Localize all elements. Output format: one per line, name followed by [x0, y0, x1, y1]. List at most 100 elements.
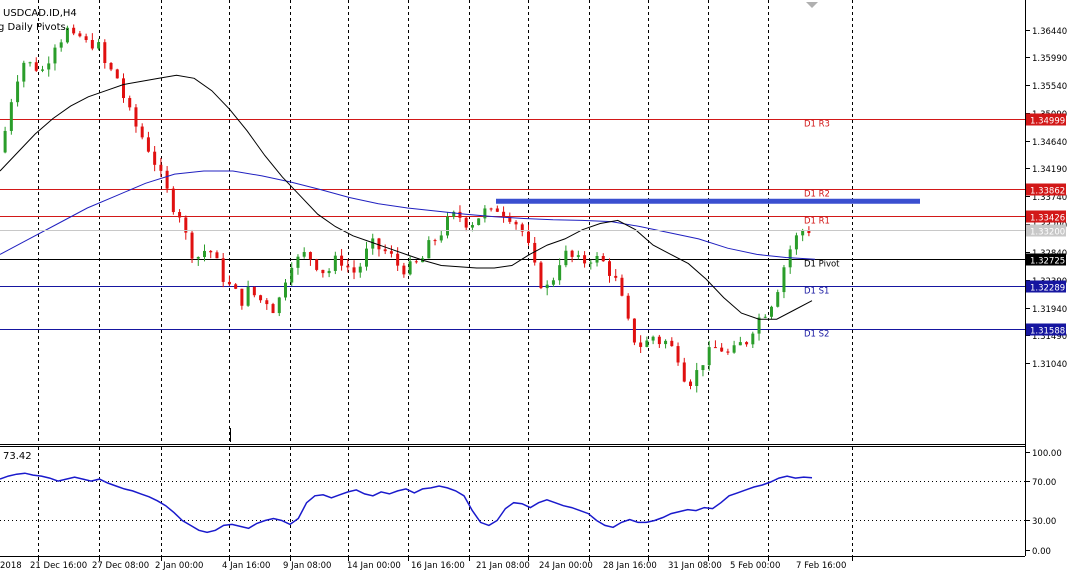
pivot-price-tag: [1026, 253, 1066, 266]
candlestick: [589, 259, 593, 270]
candle-body: [558, 265, 562, 281]
candlestick: [215, 250, 219, 259]
candle-body: [296, 256, 300, 268]
candlestick: [296, 254, 300, 275]
candle-body: [483, 208, 487, 219]
candle-body: [203, 250, 206, 258]
candlestick: [346, 258, 350, 273]
candle-body: [664, 340, 668, 345]
candle-body: [626, 295, 630, 319]
candle-body: [396, 253, 400, 266]
candle-body: [701, 365, 705, 371]
pivot-level-name: D1 R1: [804, 217, 830, 227]
candle-body: [620, 277, 624, 296]
candlestick: [184, 215, 188, 240]
candle-body: [726, 351, 730, 353]
time-axis[interactable]: 2018 21 Dec 16:00 27 Dec 08:00 2 Jan 00:00 4…: [0, 557, 853, 571]
candle-body: [72, 27, 76, 34]
candle-body: [433, 240, 437, 242]
candle-body: [315, 259, 319, 270]
candle-body: [265, 300, 269, 305]
candle-body: [801, 230, 805, 236]
candlestick: [446, 212, 449, 239]
candle-body: [252, 286, 256, 296]
chart-shift-marker-icon[interactable]: [806, 2, 818, 8]
current-price-tag: [1026, 224, 1066, 237]
candlestick: [570, 249, 574, 263]
candle-body: [595, 256, 599, 263]
oscillator-subwindow[interactable]: [0, 447, 1025, 556]
candlestick: [751, 331, 755, 349]
pivot-price-tag-label: 1.34999: [1030, 117, 1065, 127]
candlestick: [676, 342, 680, 366]
candlestick: [632, 318, 636, 346]
candle-body: [770, 306, 773, 317]
candle-body: [502, 211, 506, 217]
candlestick: [483, 205, 487, 223]
candle-body: [427, 240, 431, 259]
candlestick: [651, 335, 655, 345]
candle-body: [346, 265, 350, 268]
candlestick: [277, 296, 281, 317]
candlestick: [383, 244, 387, 255]
candle-body: [689, 381, 692, 386]
candlestick: [495, 205, 499, 213]
candlestick: [639, 335, 643, 353]
candle-body: [122, 78, 125, 99]
candlestick: [333, 251, 337, 275]
pivot-price-tag: [1026, 210, 1066, 223]
candle-body: [16, 81, 20, 103]
candle-body: [115, 69, 119, 79]
candle-body: [545, 284, 549, 289]
fast-moving-average-line: [0, 74, 813, 320]
candle-body: [707, 347, 711, 366]
candlestick: [794, 232, 798, 255]
candle-body: [788, 249, 792, 268]
candlestick: [159, 157, 163, 178]
price-chart-area[interactable]: D1 R3 D1 R2 D1 R1 D1 Pivot D1 S1 D1 S2: [0, 0, 1025, 444]
candlestick: [713, 340, 717, 349]
candle-body: [9, 102, 13, 131]
candlestick: [807, 226, 811, 237]
candlestick: [352, 260, 356, 280]
candlestick: [745, 341, 749, 347]
candlestick: [365, 241, 368, 271]
candlestick: [664, 339, 668, 349]
candle-body: [165, 170, 169, 189]
candlestick: [134, 104, 138, 133]
price-tick-label: 1.35990: [1032, 54, 1067, 64]
candle-body: [41, 69, 44, 71]
candlestick: [689, 379, 692, 390]
candle-body: [477, 218, 481, 226]
candle-body: [358, 266, 362, 273]
price-axis[interactable]: 1.364401.359901.355401.350901.346401.341…: [1026, 27, 1067, 370]
candlestick: [595, 252, 599, 267]
candlestick: [489, 207, 493, 212]
chart-frame: [0, 0, 1026, 557]
candlestick: [41, 65, 44, 73]
candle-body: [439, 235, 443, 241]
candle-body: [576, 255, 580, 257]
candle-body: [414, 261, 418, 263]
candle-body: [551, 280, 555, 285]
candle-body: [539, 262, 543, 289]
candle-body: [495, 208, 499, 212]
candle-body: [327, 270, 331, 274]
candlestick: [377, 237, 381, 257]
candlestick: [259, 294, 263, 303]
candlestick: [97, 38, 101, 51]
candle-body: [284, 282, 287, 298]
candlestick: [645, 336, 649, 348]
pivot-level-name: D1 R2: [804, 190, 830, 200]
candle-body: [757, 317, 761, 334]
candle-body: [782, 267, 786, 293]
candle-body: [215, 252, 219, 259]
pivot-level-name: D1 S1: [804, 287, 829, 297]
candle-body: [53, 47, 57, 64]
time-tick-label: 4 Jan 16:00: [222, 561, 270, 571]
candlestick: [140, 123, 144, 140]
pivot-price-tag-label: 1.32289: [1030, 284, 1065, 294]
candlestick: [302, 247, 306, 259]
candle-body: [97, 42, 101, 49]
